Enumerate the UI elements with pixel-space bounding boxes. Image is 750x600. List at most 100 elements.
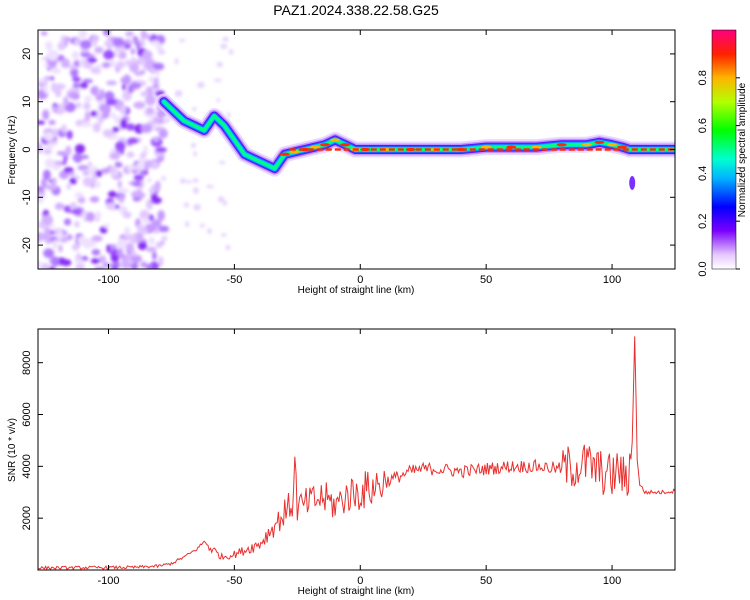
- signal-track-core: [559, 148, 566, 151]
- noise-blob: [130, 190, 142, 198]
- noise-blob: [74, 259, 86, 265]
- noise-blob: [148, 236, 155, 245]
- noise-blob: [144, 166, 149, 171]
- noise-blob: [158, 256, 164, 267]
- noise-blob: [61, 160, 67, 165]
- noise-blob: [69, 177, 77, 185]
- noise-blob: [104, 104, 111, 115]
- x-tick-label: -50: [226, 575, 242, 587]
- noise-blob: [65, 36, 71, 42]
- noise-blob: [174, 90, 183, 97]
- noise-blob: [185, 180, 192, 184]
- noise-blob: [77, 196, 86, 204]
- colorbar-tick-label: 0.6: [697, 118, 709, 133]
- noise-blob: [44, 75, 51, 81]
- noise-blob: [52, 239, 58, 250]
- signal-track-core: [595, 148, 602, 151]
- noise-blob: [193, 203, 201, 211]
- noise-blob: [82, 176, 93, 187]
- noise-blob: [122, 90, 132, 102]
- y-tick-label: 8000: [21, 350, 33, 374]
- signal-track-core: [397, 148, 404, 151]
- colorbar: 0.0 0.2 0.4 0.6 0.8 Normalized spectral ampl…: [697, 29, 748, 277]
- noise-blob: [49, 76, 55, 81]
- snr-plot-area: [38, 329, 675, 570]
- colorbar-tick-label: 0.4: [697, 166, 709, 181]
- noise-blob: [131, 169, 138, 175]
- signal-track-peak: [556, 143, 567, 147]
- noise-blob: [89, 196, 100, 203]
- noise-blob: [185, 221, 190, 228]
- noise-blob: [91, 172, 97, 183]
- noise-blob: [154, 180, 161, 191]
- noise-blob: [60, 58, 71, 69]
- noise-blob: [94, 46, 104, 54]
- signal-track-core: [406, 148, 413, 151]
- noise-blob: [60, 35, 67, 44]
- noise-blob: [91, 235, 103, 242]
- x-tick-label: 0: [357, 274, 363, 286]
- noise-blob: [87, 161, 92, 167]
- noise-blob: [150, 40, 161, 46]
- noise-blob: [112, 37, 125, 47]
- signal-track-core: [640, 148, 647, 151]
- noise-blob: [123, 226, 131, 236]
- noise-blob: [101, 62, 111, 69]
- signal-track-peak: [506, 145, 517, 149]
- noise-blob: [222, 200, 228, 206]
- noise-blob: [112, 126, 120, 133]
- noise-blob: [146, 177, 152, 183]
- noise-blob: [134, 71, 143, 76]
- noise-blob: [72, 82, 81, 89]
- x-tick-label: -100: [97, 274, 119, 286]
- noise-blob: [124, 59, 131, 67]
- noise-blob: [99, 89, 105, 99]
- x-tick-label: 100: [603, 274, 621, 286]
- noise-blob: [127, 137, 139, 144]
- noise-blob: [65, 145, 72, 156]
- noise-blob: [192, 107, 197, 112]
- noise-blob: [90, 258, 101, 264]
- signal-track-peak: [581, 143, 592, 147]
- noise-blob: [199, 223, 205, 228]
- noise-blob: [151, 251, 157, 261]
- signal-track-core: [523, 148, 530, 151]
- signal-track-peak: [340, 143, 351, 147]
- noise-blob: [102, 129, 114, 138]
- noise-blob: [220, 233, 227, 237]
- noise-blob: [41, 262, 50, 269]
- noise-blob: [192, 178, 199, 183]
- x-tick-label: 100: [603, 575, 621, 587]
- signal-track-core: [613, 148, 620, 151]
- noise-blob: [107, 190, 117, 198]
- noise-blob: [137, 241, 148, 251]
- noise-blob: [110, 112, 117, 119]
- noise-blob: [130, 48, 136, 55]
- noise-blob: [66, 183, 72, 190]
- signal-track-core: [478, 148, 485, 151]
- signal-track-core: [352, 148, 359, 151]
- noise-blob: [58, 244, 63, 253]
- noise-blob: [217, 196, 225, 203]
- noise-blob: [206, 184, 214, 189]
- noise-blob: [134, 236, 145, 242]
- noise-blob: [100, 167, 110, 174]
- noise-blob: [77, 164, 89, 171]
- noise-blob: [129, 62, 140, 73]
- noise-blob: [42, 109, 50, 120]
- noise-blob: [45, 40, 53, 51]
- signal-track-core: [298, 148, 305, 151]
- x-tick-label: 50: [480, 575, 492, 587]
- noise-blob: [227, 112, 231, 119]
- signal-track-core: [379, 148, 386, 151]
- signal-track-core: [361, 148, 368, 151]
- noise-blob: [62, 96, 69, 107]
- signal-track-core: [289, 148, 296, 151]
- noise-blob: [157, 209, 165, 221]
- noise-blob: [43, 248, 55, 258]
- noise-blob: [192, 187, 199, 194]
- noise-blobs: [38, 30, 234, 269]
- spectrogram-y-label: Frequency (Hz): [7, 116, 18, 185]
- noise-blob: [138, 156, 145, 168]
